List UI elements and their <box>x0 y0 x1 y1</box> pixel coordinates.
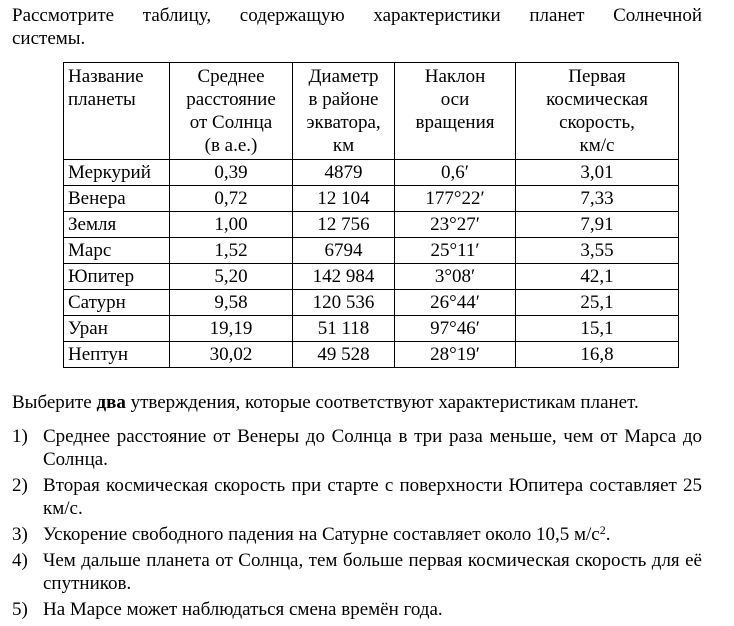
planets-table: Название планеты Среднее расстояние от С… <box>63 62 679 368</box>
header-first-cosmic-velocity: Первая космическая скорость, км/с <box>515 62 679 160</box>
option-item: 5) На Марсе может наблюдаться смена врем… <box>12 598 702 621</box>
distance-cell: 9,58 <box>169 289 293 316</box>
distance-cell: 5,20 <box>169 263 293 290</box>
option-text: Чем дальше планета от Солнца, тем больше… <box>43 550 702 594</box>
header-text: оси <box>440 89 470 110</box>
header-diameter: Диаметр в районе экватора, км <box>292 62 395 160</box>
diameter-cell: 142 984 <box>292 263 395 290</box>
header-text: км <box>332 135 355 156</box>
table-row: Венера 0,72 12 104 177°22′ 7,33 <box>63 185 679 212</box>
option-text: Среднее расстояние от Венеры до Солнца в… <box>43 426 702 470</box>
diameter-cell: 4879 <box>292 159 395 186</box>
velocity-cell: 25,1 <box>515 289 679 316</box>
header-axial-tilt: Наклон оси вращения <box>394 62 516 160</box>
tilt-cell: 177°22′ <box>394 185 516 212</box>
option-number: 2) <box>12 475 28 496</box>
option-text: На Марсе может наблюдаться смена времён … <box>43 599 443 620</box>
distance-cell: 1,52 <box>169 237 293 264</box>
option-text: Ускорение свободного падения на Сатурне … <box>43 524 600 545</box>
header-text: скорость, <box>559 112 635 133</box>
option-item: 3) Ускорение свободного падения на Сатур… <box>12 523 702 546</box>
tilt-cell: 0,6′ <box>394 159 516 186</box>
header-mean-distance: Среднее расстояние от Солнца (в а.е.) <box>169 62 293 160</box>
option-item: 4) Чем дальше планета от Солнца, тем бол… <box>12 549 702 595</box>
option-number: 3) <box>12 524 28 545</box>
planet-name-cell: Сатурн <box>63 289 170 316</box>
header-text: расстояние <box>186 89 276 110</box>
velocity-cell: 16,8 <box>515 341 679 368</box>
table-row: Земля 1,00 12 756 23°27′ 7,91 <box>63 211 679 238</box>
planet-name-cell: Нептун <box>63 341 170 368</box>
option-item: 2) Вторая космическая скорость при старт… <box>12 474 702 520</box>
distance-cell: 0,72 <box>169 185 293 212</box>
header-text: планеты <box>68 89 136 110</box>
answer-options: 1) Среднее расстояние от Венеры до Солнц… <box>12 425 702 624</box>
header-planet-name: Название планеты <box>63 62 170 160</box>
task-statement: Выберите два утверждения, которые соотве… <box>12 391 712 414</box>
table-row: Юпитер 5,20 142 984 3°08′ 42,1 <box>63 263 679 290</box>
table-row: Уран 19,19 51 118 97°46′ 15,1 <box>63 315 679 342</box>
velocity-cell: 3,01 <box>515 159 679 186</box>
planet-name-cell: Уран <box>63 315 170 342</box>
velocity-cell: 42,1 <box>515 263 679 290</box>
planet-name-cell: Юпитер <box>63 263 170 290</box>
header-text: Диаметр <box>308 66 379 87</box>
header-text: Наклон <box>424 66 486 87</box>
diameter-cell: 6794 <box>292 237 395 264</box>
header-text: в районе <box>308 89 379 110</box>
distance-cell: 1,00 <box>169 211 293 238</box>
option-superscript: 2 <box>599 523 606 537</box>
tilt-cell: 25°11′ <box>394 237 516 264</box>
tilt-cell: 3°08′ <box>394 263 516 290</box>
distance-cell: 0,39 <box>169 159 293 186</box>
velocity-cell: 7,91 <box>515 211 679 238</box>
table-row: Нептун 30,02 49 528 28°19′ 16,8 <box>63 341 679 368</box>
tilt-cell: 97°46′ <box>394 315 516 342</box>
header-text: вращения <box>415 112 495 133</box>
planet-name-cell: Земля <box>63 211 170 238</box>
diameter-cell: 49 528 <box>292 341 395 368</box>
header-text: Первая <box>568 66 626 87</box>
header-text: Среднее <box>197 66 265 87</box>
option-text: Вторая космическая скорость при старте с… <box>43 475 702 519</box>
option-item: 1) Среднее расстояние от Венеры до Солнц… <box>12 425 702 471</box>
header-text: км/с <box>579 135 615 156</box>
diameter-cell: 120 536 <box>292 289 395 316</box>
task-text-before: Выберите <box>12 392 97 413</box>
tilt-cell: 28°19′ <box>394 341 516 368</box>
header-text: от Солнца <box>189 112 273 133</box>
planet-name-cell: Марс <box>63 237 170 264</box>
header-text: экватора, <box>306 112 381 133</box>
option-number: 5) <box>12 599 28 620</box>
option-number: 1) <box>12 426 28 447</box>
tilt-cell: 23°27′ <box>394 211 516 238</box>
task-text-bold: два <box>96 392 126 413</box>
velocity-cell: 7,33 <box>515 185 679 212</box>
intro-line-1: Рассмотрите таблицу, содержащую характер… <box>12 5 702 26</box>
diameter-cell: 12 104 <box>292 185 395 212</box>
header-text: (в а.е.) <box>204 135 258 156</box>
option-tail: . <box>605 524 611 545</box>
planet-name-cell: Меркурий <box>63 159 170 186</box>
header-text: космическая <box>546 89 648 110</box>
intro-paragraph: Рассмотрите таблицу, содержащую характер… <box>12 4 702 50</box>
table-row: Меркурий 0,39 4879 0,6′ 3,01 <box>63 159 679 186</box>
task-text-after: утверждения, которые соответствуют харак… <box>125 392 639 413</box>
planet-name-cell: Венера <box>63 185 170 212</box>
diameter-cell: 51 118 <box>292 315 395 342</box>
distance-cell: 30,02 <box>169 341 293 368</box>
tilt-cell: 26°44′ <box>394 289 516 316</box>
velocity-cell: 15,1 <box>515 315 679 342</box>
velocity-cell: 3,55 <box>515 237 679 264</box>
distance-cell: 19,19 <box>169 315 293 342</box>
intro-line-2: системы. <box>12 28 86 49</box>
table-row: Сатурн 9,58 120 536 26°44′ 25,1 <box>63 289 679 316</box>
header-text: Название <box>68 66 144 87</box>
diameter-cell: 12 756 <box>292 211 395 238</box>
table-header-row: Название планеты Среднее расстояние от С… <box>63 62 679 160</box>
option-number: 4) <box>12 550 28 571</box>
table-row: Марс 1,52 6794 25°11′ 3,55 <box>63 237 679 264</box>
